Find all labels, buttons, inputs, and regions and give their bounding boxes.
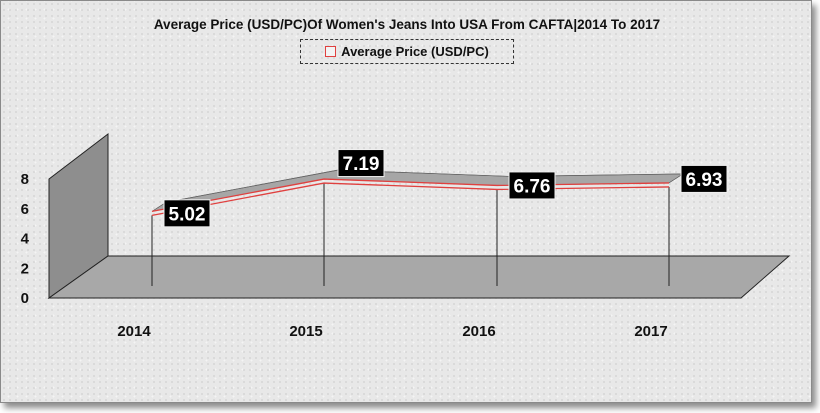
x-tick-label: 2015 <box>289 323 322 340</box>
data-label: 6.76 <box>514 176 551 197</box>
chart-title: Average Price (USD/PC)Of Women's Jeans I… <box>153 17 661 32</box>
floor <box>47 255 791 299</box>
y-tick-label: 8 <box>21 171 29 188</box>
series-ribbon <box>151 169 685 212</box>
data-label-box <box>337 149 385 178</box>
y-tick-label: 6 <box>21 201 29 218</box>
data-label: 5.02 <box>169 204 206 225</box>
series-line-edge <box>151 182 670 216</box>
legend-swatch <box>325 46 337 57</box>
legend-label: Average Price (USD/PC) <box>341 44 489 59</box>
y-tick-label: 4 <box>21 231 30 248</box>
data-label-box <box>680 164 728 193</box>
data-label: 6.93 <box>686 170 723 191</box>
x-tick-label: 2014 <box>117 323 151 340</box>
x-tick-label: 2016 <box>462 323 495 340</box>
data-label-box <box>163 199 211 228</box>
chart-frame: Average Price (USD/PC)Of Women's Jeans I… <box>0 0 812 403</box>
chart-plot: 0 2 4 6 8 5.02 7.19 6.76 6.93 2014 2015 2016 2017 <box>21 132 791 340</box>
x-tick-label: 2017 <box>634 323 667 340</box>
series-line <box>151 178 670 212</box>
series-line-back <box>165 169 684 203</box>
legend: Average Price (USD/PC) <box>300 39 514 64</box>
y-tick-label: 2 <box>21 260 29 277</box>
y-tick-label: 0 <box>21 290 29 307</box>
data-label-box <box>508 171 556 200</box>
data-label: 7.19 <box>343 154 380 175</box>
